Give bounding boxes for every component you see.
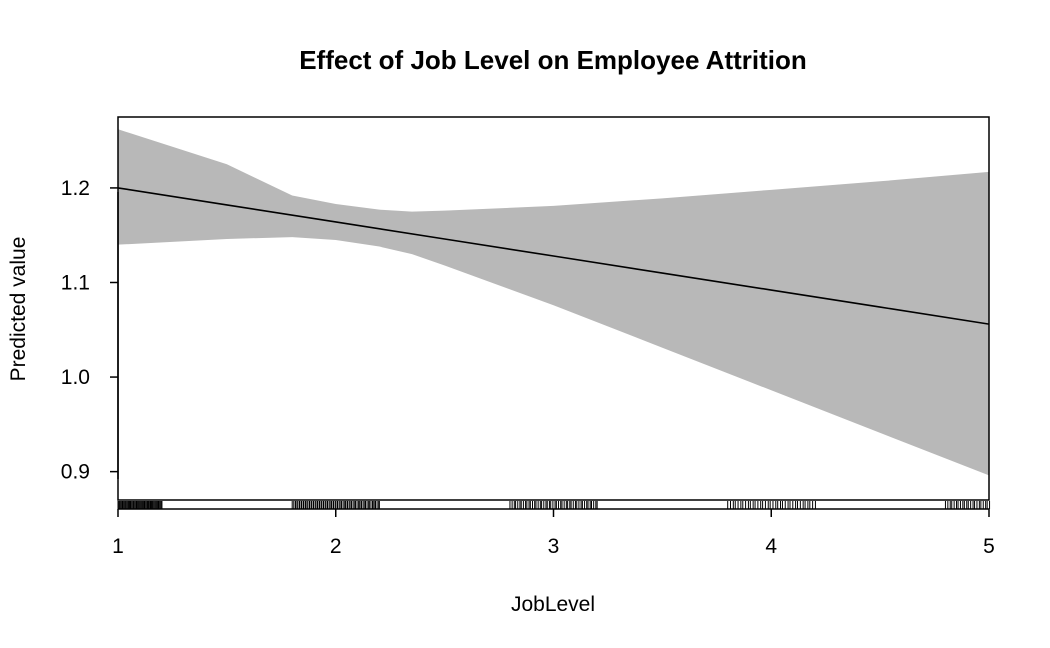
x-axis-label: JobLevel (511, 593, 595, 616)
x-tick-label: 2 (330, 535, 342, 558)
confidence-band (118, 129, 989, 476)
y-axis-ticks: 0.9 1.0 1.1 1.2 (61, 177, 118, 484)
y-axis-label: Predicted value (7, 237, 30, 382)
confidence-band-layer (118, 129, 989, 476)
y-tick-label: 1.0 (61, 366, 90, 389)
rug-layer (117, 501, 991, 509)
x-tick-label: 1 (112, 535, 124, 558)
chart-title: Effect of Job Level on Employee Attritio… (299, 45, 807, 75)
fit-line-0 (117, 187, 990, 325)
x-tick-label: 4 (765, 535, 777, 558)
x-axis-ticks: 1 2 3 4 5 (112, 509, 995, 558)
fit-line-layer (117, 187, 990, 325)
x-tick-label: 5 (983, 535, 995, 558)
y-tick-label: 1.2 (61, 177, 90, 200)
x-tick-label: 3 (548, 535, 560, 558)
y-tick-label: 0.9 (61, 461, 90, 484)
y-tick-label: 1.1 (61, 271, 90, 294)
